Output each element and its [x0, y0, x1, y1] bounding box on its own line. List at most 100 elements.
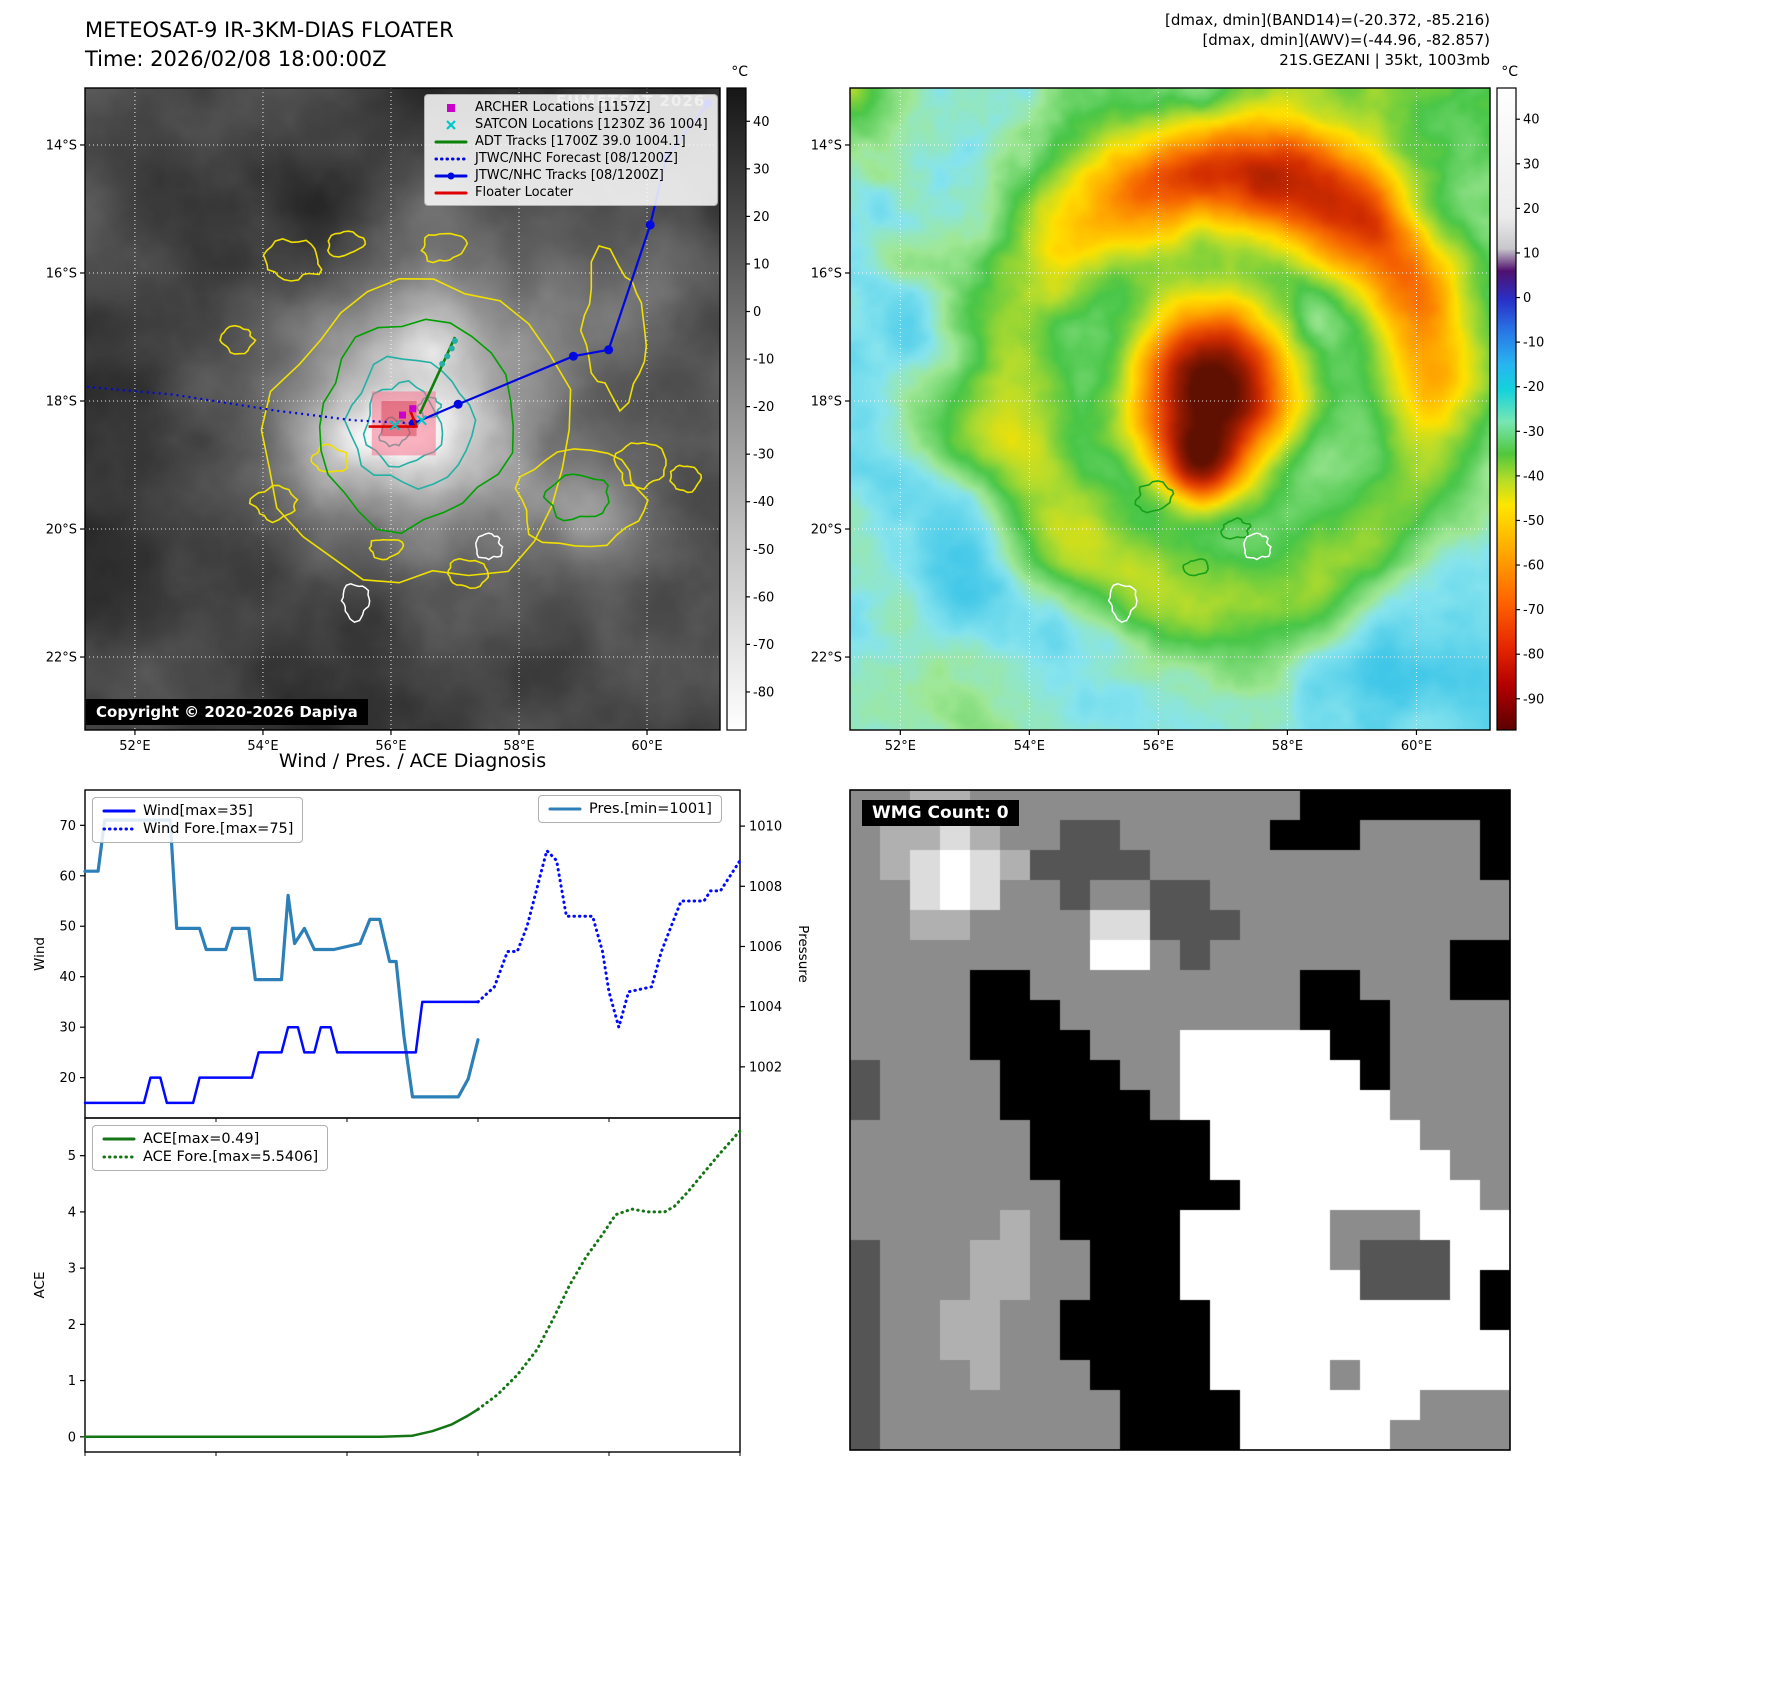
wind-series — [83, 1000, 480, 1105]
colorbar-tick-label: -50 — [753, 543, 774, 558]
storm-id-intensity: 21S.GEZANI | 35kt, 1003mb — [1279, 51, 1490, 69]
y-tick-label: 14°S — [811, 138, 842, 153]
pressure-axis-label: Pressure — [795, 925, 811, 983]
legend-label: JTWC/NHC Tracks [08/1200Z] — [475, 168, 664, 183]
x-tick-label: 60°E — [1401, 739, 1432, 754]
line-dot-legend-marker — [434, 172, 468, 179]
ace-axis-label: ACE — [32, 1271, 48, 1299]
legend-entry: JTWC/NHC Tracks [08/1200Z] — [434, 168, 708, 183]
wind-axis-label: Wind — [32, 937, 48, 971]
line-legend-marker — [102, 1137, 136, 1141]
rainbow-colorbar — [1497, 88, 1516, 730]
ace-forecast-series — [476, 1129, 742, 1411]
satellite-title: METEOSAT-9 IR-3KM-DIAS FLOATER — [85, 18, 454, 42]
y-tick-label: 20°S — [811, 523, 842, 538]
colorbar-tick-label: -20 — [753, 400, 774, 415]
square-legend-marker — [447, 103, 455, 112]
legend-label: Wind[max=35] — [143, 803, 253, 819]
legend-entry: JTWC/NHC Forecast [08/1200Z] — [434, 151, 708, 166]
dotted-legend-marker — [102, 1155, 136, 1159]
dotted-legend-marker — [102, 827, 136, 831]
y-tick-label: 18°S — [811, 394, 842, 409]
colorbar-tick-label: -70 — [753, 638, 774, 653]
colorbar-tick-label: 0 — [1523, 291, 1531, 306]
line-legend-marker — [548, 807, 582, 811]
wind-tick-label: 40 — [59, 970, 76, 985]
ace-tick-label: 1 — [68, 1374, 76, 1389]
pressure-tick-label: 1010 — [749, 820, 782, 835]
wind-tick-label: 70 — [59, 819, 76, 834]
ace-tick-label: 3 — [68, 1262, 76, 1277]
colorbar-tick-label: 0 — [753, 305, 761, 320]
ace-tick-label: 2 — [68, 1318, 76, 1333]
legend-label: Floater Locater — [475, 185, 574, 200]
colorbar-unit-label: °C — [1501, 64, 1518, 80]
y-tick-label: 22°S — [46, 651, 77, 666]
legend-label: ARCHER Locations [1157Z] — [475, 100, 651, 115]
colorbar-tick-label: -60 — [1523, 559, 1544, 574]
colorbar-tick-label: -70 — [1523, 603, 1544, 618]
legend-label: Pres.[min=1001] — [589, 801, 712, 817]
colorbar-tick-label: -20 — [1523, 380, 1544, 395]
colorbar-tick-label: 20 — [753, 210, 770, 225]
line-legend-marker — [434, 191, 468, 194]
y-tick-label: 20°S — [46, 523, 77, 538]
colorbar-tick-label: -80 — [753, 685, 774, 700]
x-tick-label: 54°E — [1014, 739, 1045, 754]
legend-entry: ACE Fore.[max=5.5406] — [102, 1149, 318, 1165]
legend-entry: Wind Fore.[max=75] — [102, 821, 293, 837]
colorbar-tick-label: -50 — [1523, 514, 1544, 529]
copyright-badge: Copyright © 2020-2026 Dapiya — [86, 699, 368, 725]
colorbar-tick-label: -60 — [753, 590, 774, 605]
legend-entry: ADT Tracks [1700Z 39.0 1004.1] — [434, 134, 708, 149]
y-tick-label: 14°S — [46, 138, 77, 153]
y-tick-label: 16°S — [46, 266, 77, 281]
pressure-tick-label: 1004 — [749, 1000, 782, 1015]
colorbar-tick-label: 40 — [753, 115, 770, 130]
ace-tick-label: 5 — [68, 1149, 76, 1164]
wind-tick-label: 50 — [59, 920, 76, 935]
legend-label: ADT Tracks [1700Z 39.0 1004.1] — [475, 134, 686, 149]
x-tick-label: 52°E — [885, 739, 916, 754]
legend-entry: Pres.[min=1001] — [548, 801, 712, 817]
y-tick-label: 16°S — [811, 266, 842, 281]
legend-label: ACE Fore.[max=5.5406] — [143, 1149, 319, 1165]
chart-title: Wind / Pres. / ACE Diagnosis — [278, 750, 547, 772]
x-tick-label: 58°E — [1272, 739, 1303, 754]
pressure-tick-label: 1008 — [749, 880, 782, 895]
color-enhanced-ir-image — [850, 88, 1490, 730]
colorbar-tick-label: 10 — [753, 257, 770, 272]
legend-label: Wind Fore.[max=75] — [143, 821, 294, 837]
colorbar-tick-label: 30 — [753, 162, 770, 177]
legend-entry: Wind[max=35] — [102, 803, 293, 819]
colorbar-tick-label: -40 — [1523, 469, 1544, 484]
pressure-tick-label: 1006 — [749, 940, 782, 955]
legend-entry: ARCHER Locations [1157Z] — [434, 100, 708, 115]
timestamp: Time: 2026/02/08 18:00:00Z — [85, 47, 387, 71]
ace-tick-label: 4 — [68, 1205, 76, 1220]
colorbar-tick-label: -10 — [753, 353, 774, 368]
colorbar-tick-label: 30 — [1523, 157, 1540, 172]
wind-tick-label: 20 — [59, 1071, 76, 1086]
wind-tick-label: 60 — [59, 869, 76, 884]
legend-entry: ACE[max=0.49] — [102, 1131, 318, 1147]
colorbar-tick-label: -30 — [1523, 425, 1544, 440]
ace-tick-label: 0 — [68, 1430, 76, 1445]
pressure-legend: Pres.[min=1001] — [538, 795, 722, 823]
colorbar-tick-label: 10 — [1523, 246, 1540, 261]
colorbar-tick-label: -30 — [753, 448, 774, 463]
dotted-legend-marker — [434, 157, 468, 160]
x-legend-marker — [446, 119, 456, 130]
page-title: METEOSAT-9 IR-3KM-DIAS FLOATER Time: 202… — [85, 16, 454, 74]
grayscale-colorbar — [727, 88, 746, 730]
wind-legend: Wind[max=35] Wind Fore.[max=75] — [92, 797, 304, 843]
pressure-tick-label: 1002 — [749, 1060, 782, 1075]
pressure-series — [83, 818, 480, 1099]
ace-series — [83, 1408, 480, 1439]
line-legend-marker — [102, 809, 136, 813]
wind-forecast-series — [476, 849, 742, 1029]
colorbar-unit-label: °C — [731, 64, 748, 80]
legend-entry: Floater Locater — [434, 185, 708, 200]
band14-minmax: [dmax, dmin](BAND14)=(-20.372, -85.216) — [1165, 11, 1490, 29]
